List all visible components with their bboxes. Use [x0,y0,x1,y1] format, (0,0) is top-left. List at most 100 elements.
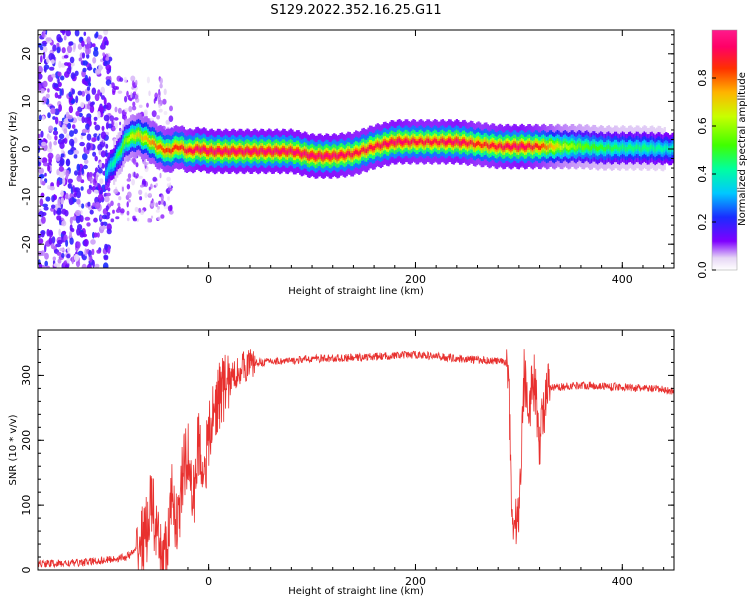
noise-speckle [128,199,131,203]
spectrogram-cell [328,154,331,160]
noise-speckle [45,37,51,42]
spectrogram-cell [168,148,171,153]
spectrogram-cell [406,138,409,143]
spectrogram-cell [514,143,517,148]
noise-speckle [128,105,133,113]
noise-speckle [106,68,110,75]
spectrogram-cell [165,148,168,153]
spectrogram-cell [254,147,257,153]
noise-speckle [105,56,110,61]
spectrogram-cell [520,143,524,148]
noise-speckle [56,263,61,268]
noise-speckle [39,198,44,207]
noise-speckle [85,123,90,130]
noise-speckle [97,89,101,96]
noise-speckle [81,116,85,124]
spectrogram-cell [392,139,395,144]
noise-speckle [42,203,48,208]
spectrogram-cell [244,149,247,154]
spectrogram-cell [643,144,646,149]
spectrogram-cell [364,148,367,153]
noise-speckle [91,137,97,143]
noise-speckle [71,256,74,265]
noise-speckle [160,214,165,219]
noise-speckle [112,126,116,131]
spectrogram-cell [544,144,547,149]
noise-speckle [58,104,62,112]
noise-speckle [71,124,76,129]
noise-speckle [65,239,69,247]
noise-speckle [143,161,149,166]
noise-speckle [109,84,112,88]
spectrogram-cell [569,145,572,150]
noise-speckle [53,127,58,132]
noise-speckle [61,230,67,235]
spectrogram-cell [334,153,337,158]
spectrogram-cell [271,150,274,155]
spectrogram-cell [265,150,268,155]
spectrogram-cell [480,143,483,148]
noise-speckle [84,150,90,154]
spectrogram-cell [300,152,303,158]
noise-speckle [112,209,115,214]
noise-speckle [159,77,163,85]
spectrogram-cell [216,148,220,153]
noise-speckle [138,104,143,109]
spectrogram-cell [201,147,204,152]
snr-panel: 0 200 400 0 100 200 300 Height of straight lin… [8,329,675,597]
noise-speckle [107,187,111,192]
noise-speckle [132,215,136,220]
spectrogram-cell [527,143,530,148]
noise-speckle [40,55,43,63]
noise-speckle [155,183,158,187]
spectrogram-cell [538,145,541,150]
spectrogram-cell [372,146,375,151]
spectrogram-cell [586,143,589,148]
spectrogram-cell [218,148,221,153]
noise-speckle [55,243,62,248]
noise-speckle [80,186,84,191]
spectrogram-cell [111,162,114,167]
spectrogram-cell [452,141,455,146]
noise-speckle [65,169,70,177]
noise-speckle [92,57,97,64]
spectrogram-cell [589,146,592,151]
noise-speckle [75,215,81,224]
noise-speckle [157,205,160,210]
spectrogram-cell [263,150,266,155]
spectrogram-cell [313,153,316,158]
colorbar-tick-label: 0.8 [696,69,709,87]
spectrogram-cell [615,144,618,150]
spectrogram-cell [373,145,376,151]
noise-speckle [105,64,112,71]
noise-speckle [91,248,95,256]
noise-speckle [79,141,85,147]
spectrogram-cell [570,143,573,148]
spectrogram-cell [489,143,493,149]
spectrogram-cell [598,145,601,150]
spectrogram-cell [409,141,412,146]
noise-speckle [52,256,56,261]
colorbar-tick-label: 0.4 [696,165,709,183]
noise-speckle [89,209,94,215]
noise-speckle [47,112,51,119]
spectrogram-cell [378,143,381,148]
spectrogram-cell [133,134,136,139]
spectrogram-cell [131,133,134,138]
spectrogram-cell [382,141,386,146]
noise-speckle [107,246,111,254]
noise-speckle [93,121,97,126]
spectrogram-cell [669,147,673,152]
noise-speckle [86,142,91,150]
spectrogram-cell [288,149,291,154]
noise-speckle [41,157,48,164]
noise-speckle [94,201,101,210]
spectrogram-cell [333,152,336,157]
noise-speckle [69,56,75,64]
spectrogram-cell [592,144,595,149]
x-tick-label: 200 [405,273,426,286]
noise-speckle [163,111,168,115]
spectrogram-cell [280,149,283,154]
noise-speckle [69,130,74,137]
noise-speckle [48,53,55,61]
